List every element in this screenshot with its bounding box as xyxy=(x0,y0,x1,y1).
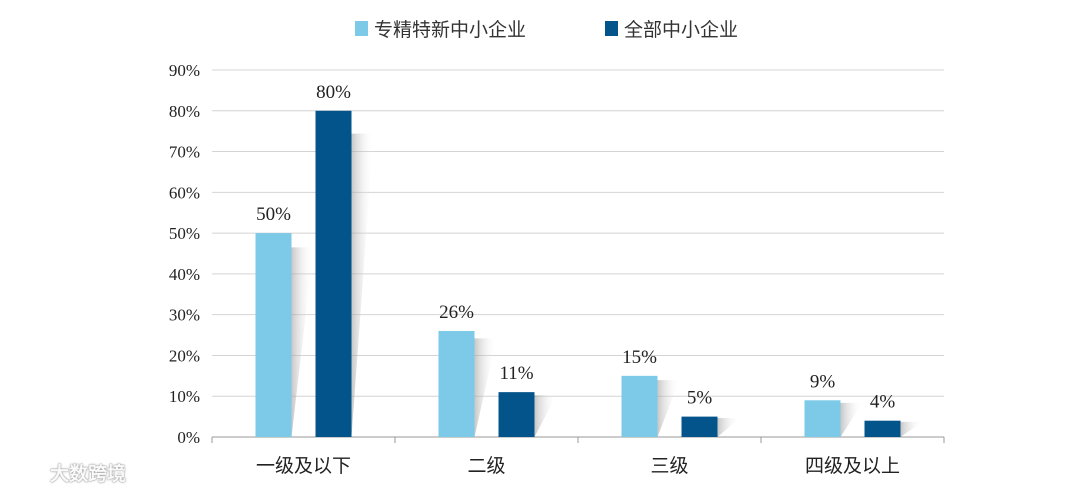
bar-all-1 xyxy=(498,392,535,437)
category-label: 四级及以上 xyxy=(805,455,900,477)
data-label: 80% xyxy=(316,82,351,103)
watermark-text: 大数跨境 xyxy=(50,463,127,485)
data-label: 5% xyxy=(687,388,713,409)
bar-all-0 xyxy=(315,110,352,438)
y-tick-label: 40% xyxy=(169,265,200,284)
data-label: 9% xyxy=(810,371,836,392)
y-tick-label: 0% xyxy=(177,428,200,447)
data-label: 15% xyxy=(622,347,657,368)
y-tick-label: 50% xyxy=(169,224,200,243)
y-tick-label: 20% xyxy=(169,346,200,365)
bar-all-2 xyxy=(681,416,718,437)
y-tick-label: 80% xyxy=(169,102,200,121)
category-label: 一级及以下 xyxy=(256,455,351,477)
legend-label: 专精特新中小企业 xyxy=(374,19,526,41)
bar-specialized-1 xyxy=(438,330,475,437)
y-tick-label: 70% xyxy=(169,143,200,162)
category-label: 二级 xyxy=(467,455,505,477)
legend-swatch xyxy=(605,21,618,36)
dashuju-logo-icon xyxy=(8,463,45,482)
bar-shadow xyxy=(840,402,863,437)
bar-shadow xyxy=(657,380,680,437)
bar-all-3 xyxy=(864,420,901,437)
bar-shadow xyxy=(474,338,497,437)
bar-shadow xyxy=(717,418,740,437)
bar-shadow xyxy=(900,421,923,437)
bar-shadow xyxy=(351,133,374,437)
y-tick-label: 90% xyxy=(169,61,200,80)
data-label: 11% xyxy=(499,363,533,384)
y-tick-label: 60% xyxy=(169,183,200,202)
data-label: 50% xyxy=(256,204,291,225)
bar-shadow xyxy=(534,395,557,437)
y-tick-label: 30% xyxy=(169,306,200,325)
watermark: 大数跨境 xyxy=(8,459,126,486)
bar-specialized-2 xyxy=(621,375,658,437)
data-label: 4% xyxy=(870,392,896,413)
bar-specialized-3 xyxy=(804,400,841,437)
legend-label: 全部中小企业 xyxy=(624,19,738,41)
y-tick-label: 10% xyxy=(169,387,200,406)
bar-specialized-0 xyxy=(255,233,292,437)
category-label: 三级 xyxy=(650,455,688,477)
data-label: 26% xyxy=(439,302,474,323)
legend-swatch xyxy=(355,21,368,36)
bar-shadow xyxy=(291,247,314,437)
